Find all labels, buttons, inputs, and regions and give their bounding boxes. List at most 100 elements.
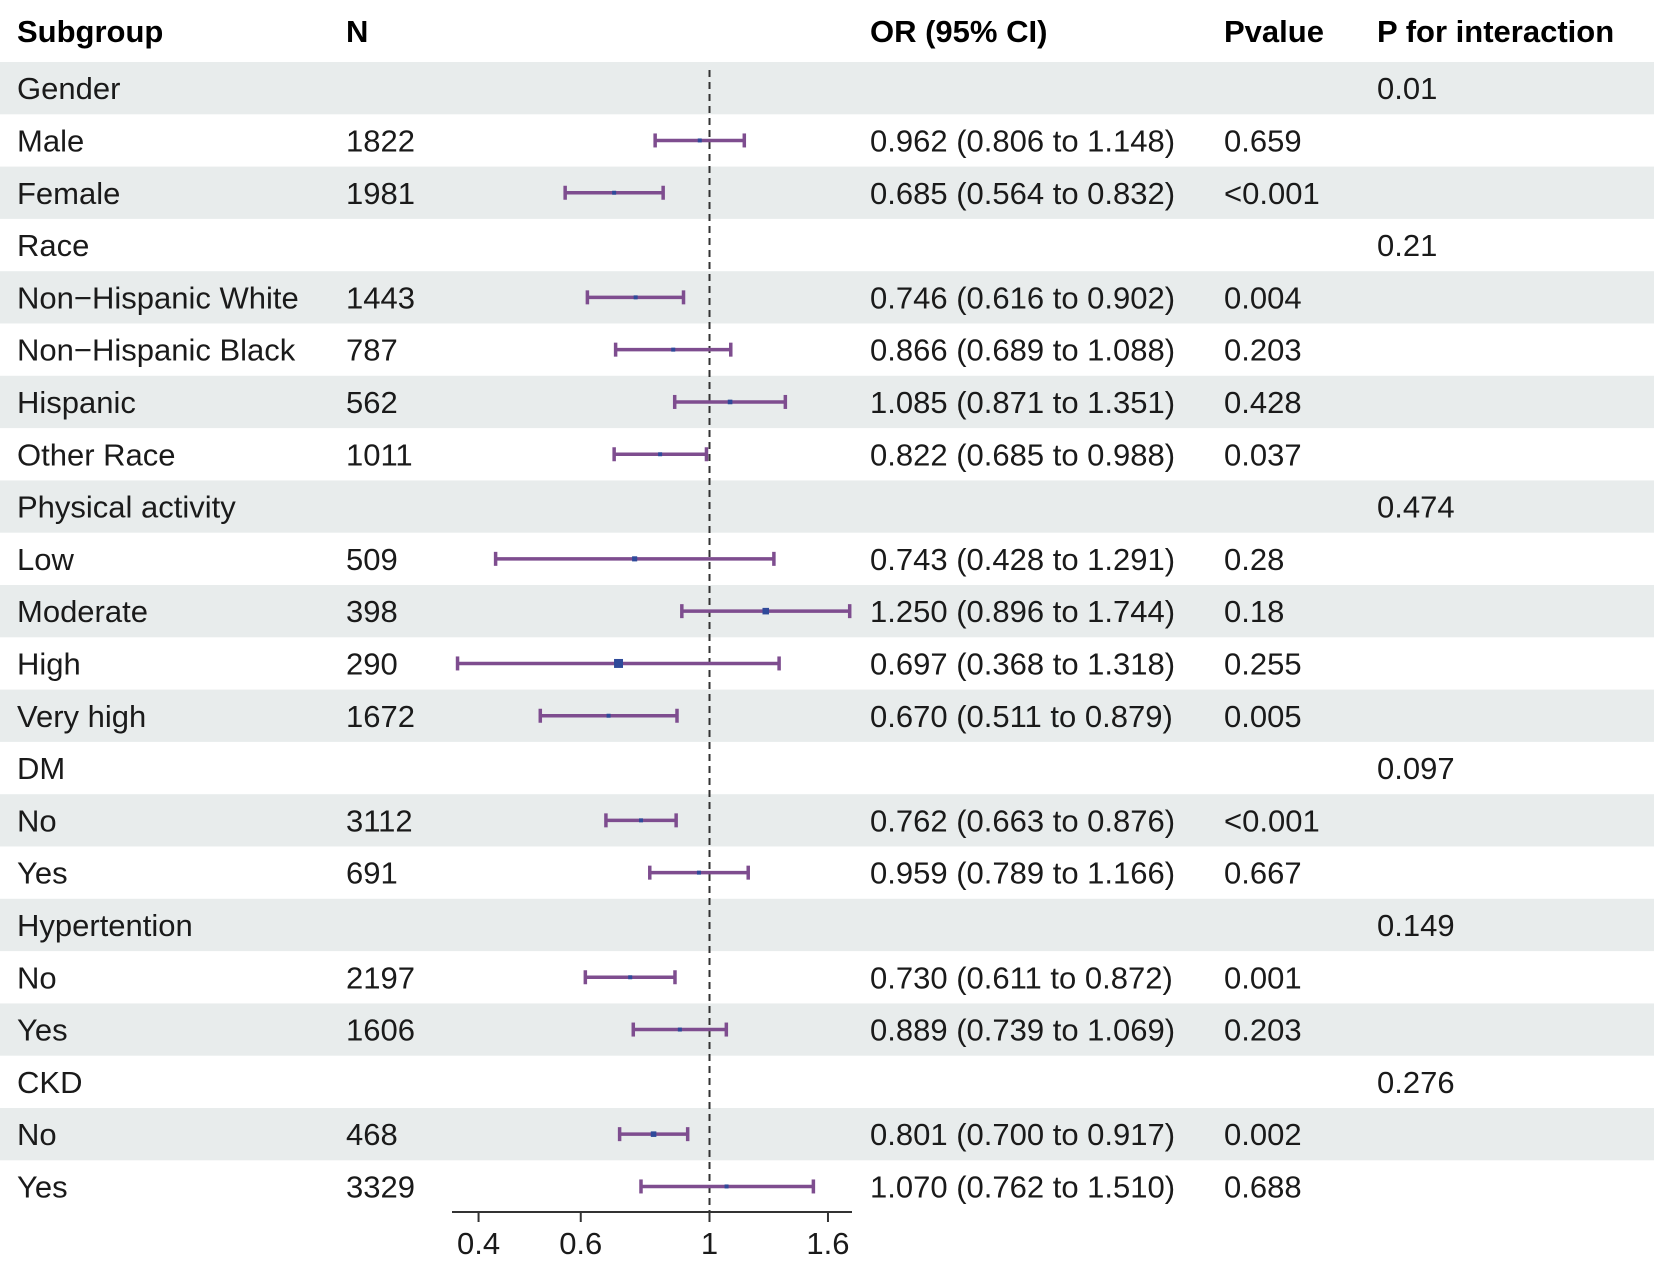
row-or: 0.743 (0.428 to 1.291): [870, 542, 1175, 577]
row-n: 2197: [346, 960, 415, 995]
row-or: 1.070 (0.762 to 1.510): [870, 1169, 1175, 1204]
row-n: 691: [346, 856, 398, 891]
point-estimate: [614, 658, 624, 668]
row-pvalue: 0.002: [1224, 1117, 1302, 1152]
row-n: 1822: [346, 123, 415, 158]
row-p-interaction: 0.149: [1377, 908, 1455, 943]
x-tick-label: 1.6: [806, 1226, 849, 1261]
row-n: 290: [346, 646, 398, 681]
point-estimate: [628, 975, 633, 980]
row-p-interaction: 0.21: [1377, 228, 1437, 263]
row-n: 3329: [346, 1169, 415, 1204]
row-or: 0.822 (0.685 to 0.988): [870, 437, 1175, 472]
x-tick-label: 1: [701, 1226, 718, 1261]
header-or: OR (95% CI): [870, 14, 1047, 49]
point-estimate: [762, 607, 770, 615]
row-pvalue: 0.037: [1224, 437, 1302, 472]
point-estimate: [606, 713, 611, 718]
row-label: Hispanic: [17, 385, 136, 420]
table-rows: Gender 0.01 Male 1822 0.962 (0.806 to 1.148)…: [17, 71, 1455, 1204]
row-or: 0.801 (0.700 to 0.917): [870, 1117, 1175, 1152]
row-pvalue: 0.28: [1224, 542, 1284, 577]
row-label: Race: [17, 228, 89, 263]
row-stripe: [0, 62, 1654, 115]
row-label: Physical activity: [17, 490, 236, 525]
row-stripe: [0, 166, 1654, 219]
row-or: 1.250 (0.896 to 1.744): [870, 594, 1175, 629]
row-n: 1981: [346, 176, 415, 211]
x-axis: 0.4 0.6 1 1.6: [452, 1211, 852, 1261]
row-label: Female: [17, 176, 120, 211]
point-estimate: [632, 556, 638, 562]
row-stripes: [0, 62, 1654, 1161]
ci-marks: [455, 133, 852, 1194]
row-p-interaction: 0.097: [1377, 751, 1455, 786]
row-pvalue: 0.203: [1224, 333, 1302, 368]
row-n: 468: [346, 1117, 398, 1152]
header-subgroup: Subgroup: [17, 14, 163, 49]
row-pvalue: 0.203: [1224, 1013, 1302, 1048]
table-header: Subgroup N OR (95% CI) Pvalue P for inte…: [17, 14, 1614, 49]
row-stripe: [0, 1003, 1654, 1056]
row-or: 0.685 (0.564 to 0.832): [870, 176, 1175, 211]
point-estimate: [639, 818, 644, 823]
point-estimate: [671, 347, 676, 352]
row-stripe: [0, 271, 1654, 324]
row-label: DM: [17, 751, 65, 786]
row-pvalue: 0.005: [1224, 699, 1302, 734]
row-stripe: [0, 689, 1654, 742]
row-or: 0.962 (0.806 to 1.148): [870, 123, 1175, 158]
row-pvalue: 0.659: [1224, 123, 1302, 158]
row-or: 0.697 (0.368 to 1.318): [870, 646, 1175, 681]
row-stripe: [0, 794, 1654, 847]
row-stripe: [0, 898, 1654, 952]
point-estimate: [633, 295, 638, 300]
row-stripe: [0, 1108, 1654, 1161]
row-or: 0.889 (0.739 to 1.069): [870, 1013, 1175, 1048]
row-or: 0.959 (0.789 to 1.166): [870, 856, 1175, 891]
row-label: CKD: [17, 1065, 82, 1100]
row-label: Yes: [17, 1013, 68, 1048]
row-pvalue: <0.001: [1224, 803, 1320, 838]
row-or: 0.670 (0.511 to 0.879): [870, 699, 1173, 734]
x-tick-label: 0.4: [457, 1226, 500, 1261]
header-p-interaction: P for interaction: [1377, 14, 1614, 49]
point-estimate: [677, 1027, 682, 1032]
row-pvalue: 0.001: [1224, 960, 1302, 995]
row-p-interaction: 0.01: [1377, 71, 1437, 106]
row-or: 0.866 (0.689 to 1.088): [870, 333, 1175, 368]
header-n: N: [346, 14, 368, 49]
row-stripe: [0, 375, 1654, 429]
row-label: Moderate: [17, 594, 148, 629]
row-pvalue: 0.255: [1224, 646, 1302, 681]
row-label: Gender: [17, 71, 120, 106]
row-p-interaction: 0.474: [1377, 490, 1455, 525]
row-label: No: [17, 1117, 57, 1152]
row-pvalue: 0.428: [1224, 385, 1302, 420]
row-label: Yes: [17, 1169, 68, 1204]
row-label: Male: [17, 123, 84, 158]
row-pvalue: 0.18: [1224, 594, 1284, 629]
x-tick-label: 0.6: [559, 1226, 602, 1261]
row-stripe: [0, 480, 1654, 533]
row-n: 3112: [346, 803, 413, 838]
row-label: Non−Hispanic Black: [17, 333, 296, 368]
row-label: No: [17, 960, 57, 995]
row-n: 509: [346, 542, 398, 577]
row-pvalue: 0.688: [1224, 1169, 1302, 1204]
row-pvalue: 0.667: [1224, 856, 1302, 891]
point-estimate: [650, 1131, 657, 1137]
row-or: 0.746 (0.616 to 0.902): [870, 280, 1175, 315]
row-n: 1011: [346, 437, 413, 472]
point-estimate: [697, 138, 702, 143]
row-n: 787: [346, 333, 398, 368]
row-n: 1606: [346, 1013, 415, 1048]
row-n: 398: [346, 594, 398, 629]
row-label: Other Race: [17, 437, 176, 472]
point-estimate: [727, 399, 733, 405]
row-label: No: [17, 803, 57, 838]
row-or: 0.730 (0.611 to 0.872): [870, 960, 1173, 995]
row-label: High: [17, 646, 81, 681]
header-pvalue: Pvalue: [1224, 14, 1324, 49]
